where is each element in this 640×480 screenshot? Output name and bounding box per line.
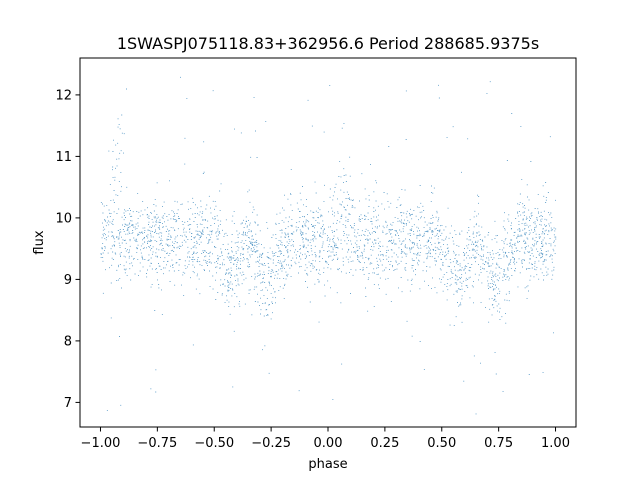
x-axis: −1.00 −0.75 −0.50 −0.25 0.00 0.25 0.50 0.75 1.00 (81, 427, 570, 451)
y-tick-label: 11 (55, 150, 72, 165)
x-tick-label: 0.75 (484, 436, 513, 451)
y-tick-label: 9 (64, 273, 72, 288)
x-tick-label: 1.00 (541, 436, 570, 451)
data-points (100, 76, 557, 415)
scatter-points (100, 76, 557, 415)
y-axis: 7 8 9 10 11 12 (55, 88, 80, 411)
y-tick-label: 10 (55, 211, 72, 226)
y-tick-label: 7 (64, 396, 72, 411)
x-tick-label: 0.00 (314, 436, 343, 451)
x-tick-label: −0.25 (251, 436, 291, 451)
y-axis-label: flux (32, 230, 47, 254)
x-tick-label: 0.25 (370, 436, 399, 451)
chart-title: 1SWASPJ075118.83+362956.6 Period 288685.… (117, 34, 539, 53)
x-tick-label: −0.50 (194, 436, 234, 451)
y-tick-label: 12 (55, 88, 72, 103)
plot-frame (79, 57, 577, 428)
y-tick-label: 8 (64, 334, 72, 349)
x-axis-label: phase (308, 457, 347, 472)
x-tick-label: 0.50 (427, 436, 456, 451)
x-tick-label: −0.75 (137, 436, 177, 451)
x-tick-label: −1.00 (81, 436, 121, 451)
